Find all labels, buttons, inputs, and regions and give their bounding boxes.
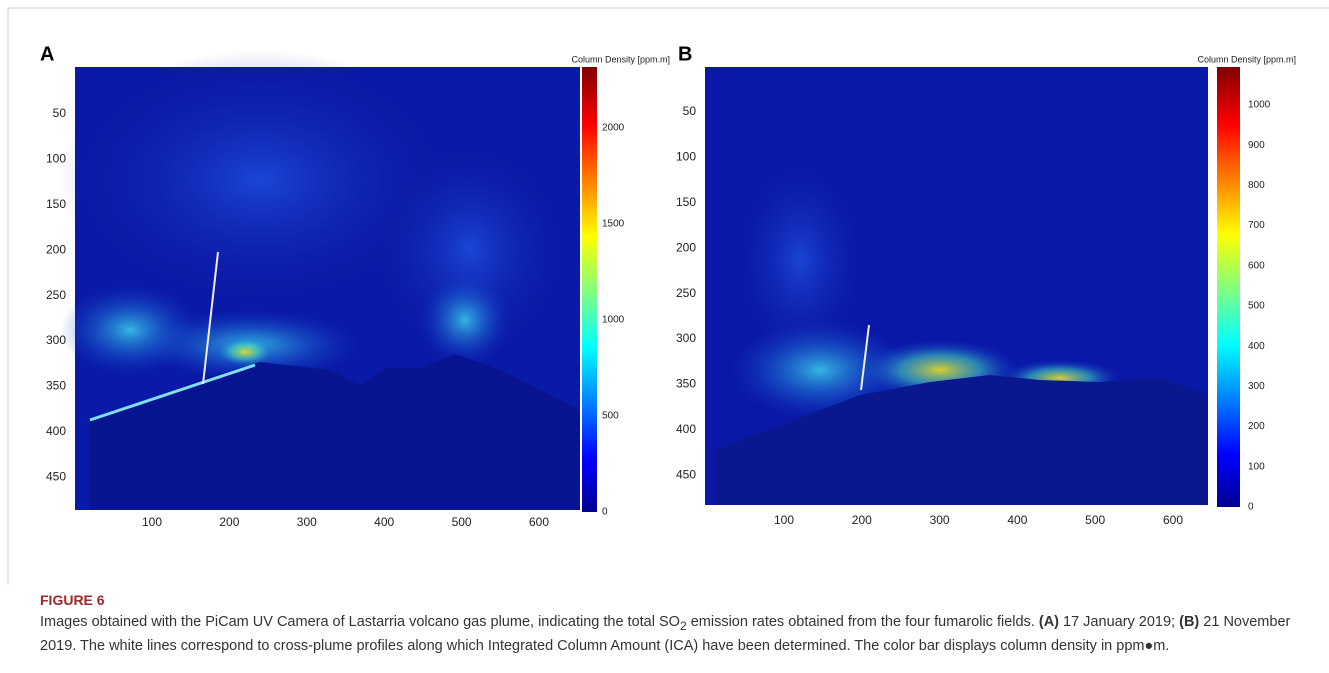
panel-label: A	[40, 43, 54, 65]
colorbar-tick-label: 0	[602, 507, 608, 518]
y-tick-label: 200	[676, 240, 696, 254]
caption-sub: 2	[679, 618, 687, 633]
colorbar-b	[1217, 67, 1240, 507]
colorbar-tick-label: 400	[1248, 341, 1265, 352]
colorbar-tick-label: 900	[1248, 140, 1265, 151]
x-tick-label: 300	[930, 513, 950, 527]
colorbar-tick-label: 300	[1248, 381, 1265, 392]
y-tick-label: 450	[676, 467, 696, 481]
x-tick-label: 100	[774, 513, 794, 527]
y-tick-label: 250	[676, 286, 696, 300]
colorbar-tick-label: 1500	[602, 219, 625, 230]
y-tick-label: 350	[676, 377, 696, 391]
x-tick-label: 600	[529, 515, 549, 529]
x-tick-label: 400	[374, 515, 394, 529]
y-tick-label: 450	[46, 469, 66, 483]
caption: FIGURE 6 Images obtained with the PiCam …	[40, 590, 1310, 656]
x-tick-label: 200	[852, 513, 872, 527]
figure-label: FIGURE 6	[40, 592, 105, 608]
colorbar-tick-label: 1000	[602, 315, 625, 326]
colorbar-tick-label: 800	[1248, 180, 1265, 191]
y-tick-label: 200	[46, 242, 66, 256]
y-tick-label: 250	[46, 288, 66, 302]
caption-text: 17 January 2019;	[1059, 614, 1180, 630]
y-tick-label: 300	[676, 331, 696, 345]
y-tick-label: 50	[53, 106, 67, 120]
colorbar-title: Column Density [ppm.m]	[571, 54, 670, 64]
x-tick-label: 500	[1085, 513, 1105, 527]
image-b	[705, 67, 1208, 505]
x-tick-label: 600	[1163, 513, 1183, 527]
image-a	[60, 50, 580, 510]
x-tick-label: 100	[142, 515, 162, 529]
y-tick-label: 350	[46, 379, 66, 393]
colorbar-tick-label: 0	[1248, 502, 1254, 513]
x-tick-label: 400	[1007, 513, 1027, 527]
colorbar-tick-label: 100	[1248, 461, 1265, 472]
figure: A Column Density [ppm.m] 50 100 150 200 250 300…	[7, 7, 1329, 585]
x-tick-label: 300	[297, 515, 317, 529]
caption-text: Images obtained with the PiCam UV Camera…	[40, 614, 680, 630]
colorbar-tick-label: 500	[602, 411, 619, 422]
colorbar-tick-label: 200	[1248, 421, 1265, 432]
caption-bold: (B)	[1179, 614, 1200, 630]
y-tick-label: 50	[683, 104, 697, 118]
y-tick-label: 400	[46, 424, 66, 438]
caption-text: emission rates obtained from the four fu…	[686, 614, 1039, 630]
colorbar-tick-label: 1000	[1248, 100, 1271, 111]
colorbar-tick-label: 700	[1248, 220, 1265, 231]
y-tick-label: 100	[46, 152, 66, 166]
x-tick-label: 500	[452, 515, 472, 529]
colorbar-title: Column Density [ppm.m]	[1197, 54, 1296, 64]
colorbar-tick-label: 2000	[602, 123, 625, 134]
colorbar-a	[582, 67, 597, 512]
colorbar-tick-label: 600	[1248, 260, 1265, 271]
caption-text: 21 November 2019. The white lines corres…	[40, 614, 1291, 654]
y-tick-label: 150	[46, 197, 66, 211]
y-tick-label: 150	[676, 195, 696, 209]
panel-label: B	[678, 43, 692, 65]
y-tick-label: 300	[46, 333, 66, 347]
y-tick-label: 400	[676, 422, 696, 436]
colorbar-tick-label: 500	[1248, 301, 1265, 312]
caption-bold: (A)	[1038, 614, 1059, 630]
x-tick-label: 200	[219, 515, 239, 529]
y-tick-label: 100	[676, 150, 696, 164]
